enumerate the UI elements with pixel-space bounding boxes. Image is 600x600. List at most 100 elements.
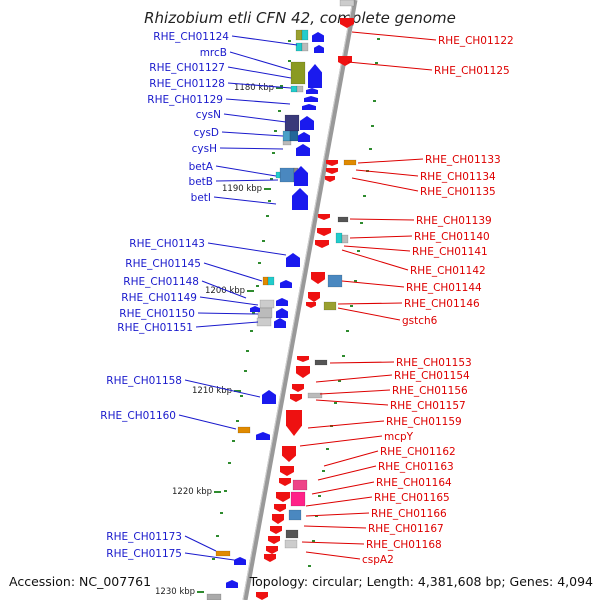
- gene-arrow-reverse: [264, 554, 276, 562]
- left-gene-label: RHE_CH01128: [149, 78, 225, 90]
- tick-right: [377, 38, 380, 40]
- gene-arrow-reverse: [308, 292, 320, 302]
- tick-right: [350, 305, 353, 307]
- gene-arrow-forward: [234, 557, 246, 565]
- gene-arrow-forward: [256, 432, 270, 440]
- tick-left: [252, 312, 255, 314]
- left-gene-connector: [178, 414, 237, 430]
- right-gene-connector: [299, 435, 383, 447]
- right-gene-connector: [317, 465, 377, 481]
- left-gene-connector: [215, 179, 279, 182]
- gene-arrow-forward: [280, 280, 292, 288]
- left-gene-connector: [184, 535, 217, 552]
- topology-label: Topology: circular; Length: 4,381,608 bp…: [249, 574, 593, 589]
- gene-arrow-forward: [294, 166, 308, 186]
- tick-left: [236, 420, 239, 422]
- gene-box: [292, 479, 308, 491]
- gene-arrow-reverse: [274, 504, 286, 512]
- gene-arrow-reverse: [296, 366, 310, 378]
- tick-left: [246, 350, 249, 352]
- left-gene-connector: [227, 82, 292, 89]
- gene-arrow-forward: [300, 116, 314, 130]
- tick-left: [262, 240, 265, 242]
- left-gene-label: RHE_CH01145: [125, 258, 201, 270]
- right-gene-label: RHE_CH01141: [412, 246, 488, 258]
- tick-left: [232, 440, 235, 442]
- right-gene-connector: [337, 307, 401, 321]
- genome-backbone: [242, 0, 358, 600]
- left-gene-connector: [215, 165, 277, 177]
- gene-box: [285, 529, 299, 539]
- gene-box: [314, 359, 328, 366]
- tick-right: [369, 148, 372, 150]
- left-gene-label: betA: [189, 161, 214, 173]
- gene-box: [339, 0, 355, 7]
- scale-label: 1180 kbp: [234, 83, 274, 93]
- gene-box: [284, 539, 298, 549]
- tick-right: [322, 470, 325, 472]
- left-gene-connector: [213, 196, 277, 205]
- gene-arrow-reverse: [286, 410, 302, 436]
- gene-box: [275, 171, 281, 179]
- tick-left: [270, 178, 273, 180]
- genome-title: Rhizobium etli CFN 42, complete genome: [144, 9, 456, 27]
- gene-box: [335, 232, 343, 244]
- tick-right: [373, 100, 376, 102]
- left-gene-connector: [229, 51, 292, 71]
- left-gene-label: betB: [189, 176, 213, 188]
- gene-box: [290, 85, 298, 93]
- right-gene-connector: [347, 61, 433, 71]
- gene-arrow-forward: [250, 306, 260, 312]
- tick-left: [258, 262, 261, 264]
- left-gene-connector: [207, 242, 287, 256]
- gene-arrow-reverse: [326, 168, 338, 174]
- gene-box: [279, 167, 295, 183]
- tick-left: [228, 462, 231, 464]
- gene-box: [296, 85, 304, 93]
- gene-box: [284, 114, 300, 132]
- gene-arrow-forward: [314, 45, 324, 53]
- left-gene-label: mrcB: [200, 47, 227, 59]
- gene-arrow-reverse: [279, 478, 291, 486]
- scale-marker: [234, 390, 241, 392]
- left-gene-connector: [231, 35, 298, 46]
- right-gene-label: RHE_CH01157: [390, 400, 466, 412]
- gene-arrow-forward: [306, 88, 318, 94]
- gene-box: [301, 42, 309, 52]
- left-gene-label: RHE_CH01158: [106, 375, 182, 387]
- right-gene-connector: [337, 302, 403, 305]
- right-gene-connector: [351, 31, 437, 41]
- gene-arrow-forward: [312, 32, 324, 42]
- gene-arrow-reverse: [325, 176, 335, 182]
- gene-arrow-reverse: [282, 446, 296, 462]
- right-gene-label: RHE_CH01156: [392, 385, 468, 397]
- tick-left: [288, 40, 291, 42]
- tick-right: [334, 402, 337, 404]
- gene-arrow-reverse: [317, 228, 331, 236]
- left-gene-label: cysN: [196, 109, 221, 121]
- tick-right: [371, 125, 374, 127]
- right-gene-connector: [307, 420, 385, 429]
- gene-arrow-reverse: [280, 466, 294, 476]
- gene-box: [262, 276, 269, 286]
- gene-arrow-reverse: [340, 18, 354, 28]
- gene-box: [237, 426, 251, 434]
- right-gene-connector: [323, 450, 379, 467]
- right-gene-connector: [357, 158, 424, 164]
- left-gene-label: betI: [191, 192, 211, 204]
- gene-arrow-reverse: [292, 384, 304, 392]
- left-gene-connector: [201, 280, 247, 299]
- gene-box: [337, 216, 349, 223]
- gene-arrow-reverse: [318, 214, 330, 220]
- left-gene-label: RHE_CH01151: [117, 322, 193, 334]
- tick-right: [375, 62, 378, 64]
- tick-right: [342, 355, 345, 357]
- left-gene-connector: [223, 113, 287, 123]
- tick-right: [360, 222, 363, 224]
- tick-left: [244, 370, 247, 372]
- left-gene-connector: [203, 262, 263, 282]
- tick-left: [240, 395, 243, 397]
- right-gene-label: RHE_CH01125: [434, 65, 510, 77]
- gene-box: [215, 550, 231, 557]
- tick-left: [274, 130, 277, 132]
